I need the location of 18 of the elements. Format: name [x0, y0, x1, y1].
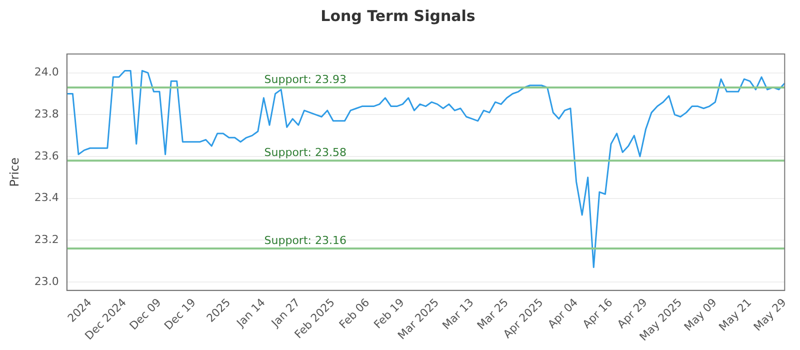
y-tick-label: 23.8: [34, 108, 59, 121]
x-tick-label: Jan 14: [234, 296, 268, 330]
ref-line-label: Support: 23.58: [264, 146, 346, 160]
y-tick-label: 23.2: [34, 232, 59, 246]
y-tick-label: 23.0: [34, 274, 59, 288]
x-tick-label: Dec 09: [127, 296, 164, 333]
chart-title: Long Term Signals: [320, 6, 476, 25]
y-tick-label: 24.0: [34, 66, 59, 79]
y-axis-title: Price: [7, 158, 22, 187]
x-tick-label: Apr 04: [545, 296, 580, 331]
ref-line-label: Support: 23.16: [264, 234, 346, 247]
x-tick-label: Mar 13: [440, 296, 476, 332]
x-tick-label: Feb 06: [336, 296, 372, 332]
x-tick-label: Dec 19: [162, 296, 198, 333]
x-tick-label: Apr 16: [580, 296, 616, 331]
y-tick-label: 23.4: [34, 191, 59, 204]
y-tick-label: 23.6: [34, 149, 59, 162]
ref-line-label: Support: 23.93: [264, 72, 346, 86]
